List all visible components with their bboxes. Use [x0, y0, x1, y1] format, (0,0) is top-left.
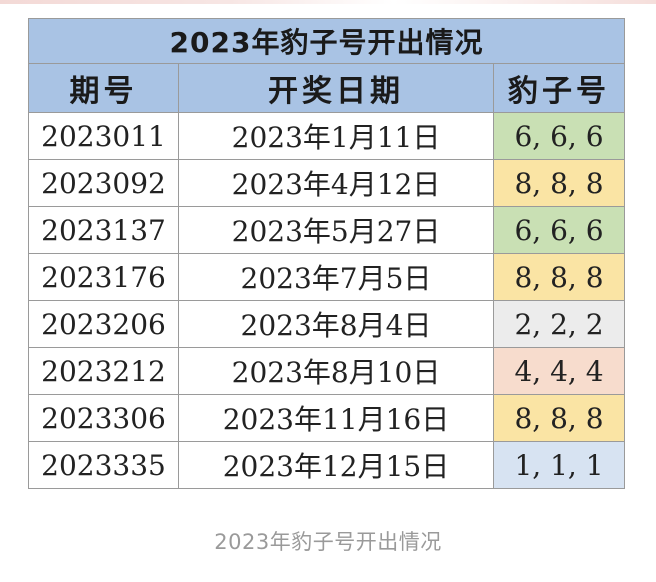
table-title-row: 2023年豹子号开出情况 — [27, 18, 626, 64]
draw-date-cell: 2023年8月10日 — [178, 347, 494, 395]
issue-cell: 2023011 — [28, 112, 179, 160]
table-body: 2023011 2023年1月11日 6, 6, 6 2023092 2023年… — [28, 112, 626, 489]
triple-number-cell: 6, 6, 6 — [492, 206, 626, 254]
table-row: 2023011 2023年1月11日 6, 6, 6 — [28, 112, 626, 160]
table-row: 2023092 2023年4月12日 8, 8, 8 — [28, 159, 626, 207]
triple-number-cell: 1, 1, 1 — [492, 441, 626, 489]
draw-date-cell: 2023年1月11日 — [178, 112, 494, 160]
triple-number-cell: 2, 2, 2 — [492, 300, 626, 348]
issue-cell: 2023335 — [28, 441, 179, 489]
header-triple-number: 豹子号 — [492, 63, 626, 113]
table-title: 2023年豹子号开出情况 — [27, 18, 626, 64]
table-row: 2023212 2023年8月10日 4, 4, 4 — [28, 347, 626, 395]
issue-cell: 2023206 — [28, 300, 179, 348]
draw-date-cell: 2023年8月4日 — [178, 300, 494, 348]
issue-cell: 2023212 — [28, 347, 179, 395]
header-draw-date: 开奖日期 — [178, 63, 494, 113]
image-caption: 2023年豹子号开出情况 — [214, 530, 442, 554]
top-decorative-strip — [0, 0, 656, 4]
table-header-row: 期号 开奖日期 豹子号 — [28, 63, 626, 113]
triple-number-cell: 6, 6, 6 — [492, 112, 626, 160]
issue-cell: 2023092 — [28, 159, 179, 207]
draw-date-cell: 2023年11月16日 — [178, 394, 494, 442]
triple-number-cell: 4, 4, 4 — [492, 347, 626, 395]
table-row: 2023335 2023年12月15日 1, 1, 1 — [28, 441, 626, 489]
issue-cell: 2023137 — [28, 206, 179, 254]
table-row: 2023206 2023年8月4日 2, 2, 2 — [28, 300, 626, 348]
table-row: 2023137 2023年5月27日 6, 6, 6 — [28, 206, 626, 254]
issue-cell: 2023176 — [28, 253, 179, 301]
triple-number-cell: 8, 8, 8 — [492, 159, 626, 207]
triple-number-cell: 8, 8, 8 — [492, 394, 626, 442]
header-issue: 期号 — [28, 63, 179, 113]
draw-date-cell: 2023年7月5日 — [178, 253, 494, 301]
table-row: 2023306 2023年11月16日 8, 8, 8 — [28, 394, 626, 442]
draw-date-cell: 2023年12月15日 — [178, 441, 494, 489]
draw-results-table-image: 2023年豹子号开出情况 期号 开奖日期 豹子号 2023011 2023年1月… — [27, 18, 626, 489]
table-row: 2023176 2023年7月5日 8, 8, 8 — [28, 253, 626, 301]
draw-date-cell: 2023年5月27日 — [178, 206, 494, 254]
draw-date-cell: 2023年4月12日 — [178, 159, 494, 207]
issue-cell: 2023306 — [28, 394, 179, 442]
draw-results-table: 2023年豹子号开出情况 期号 开奖日期 豹子号 2023011 2023年1月… — [27, 18, 626, 489]
triple-number-cell: 8, 8, 8 — [492, 253, 626, 301]
